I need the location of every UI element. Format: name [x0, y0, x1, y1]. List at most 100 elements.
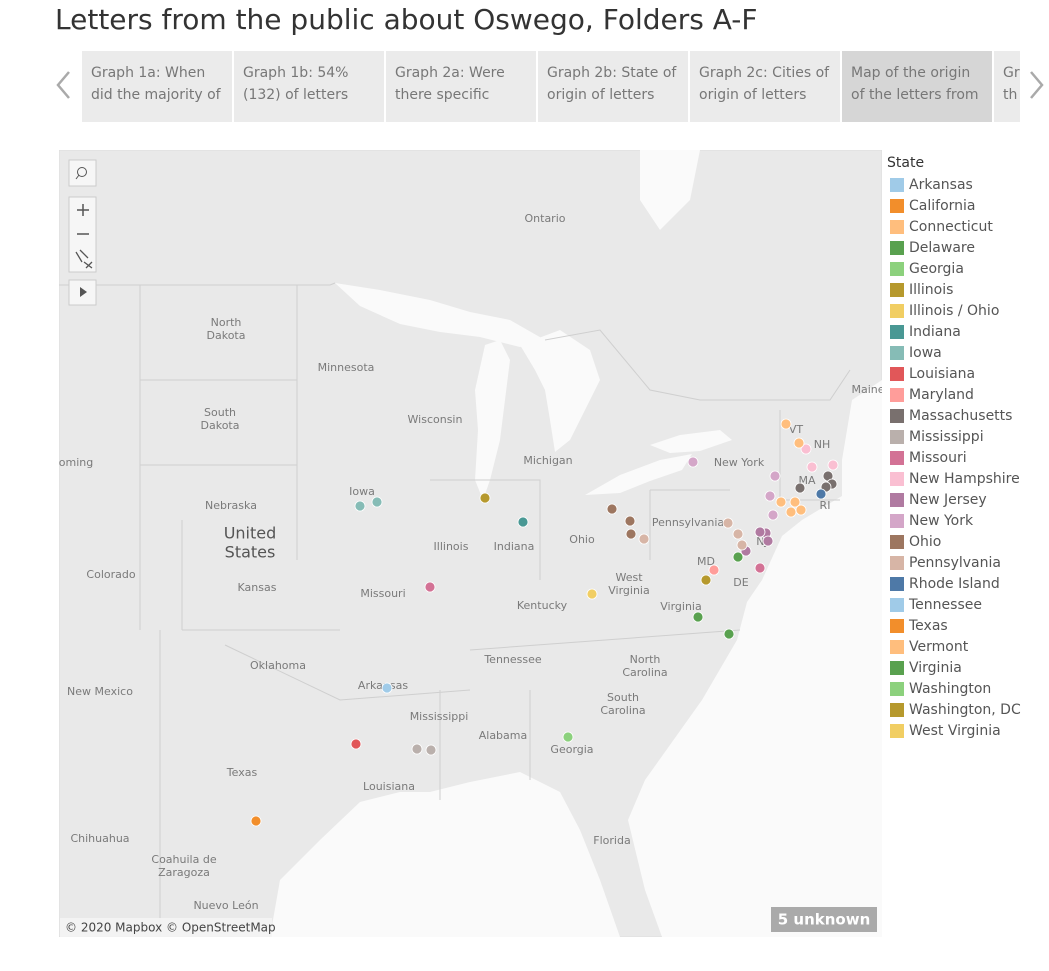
- letter-dot[interactable]: [586, 588, 598, 600]
- legend-label[interactable]: Washington: [909, 681, 991, 697]
- legend-swatch[interactable]: [890, 367, 904, 381]
- legend-label[interactable]: Delaware: [909, 240, 975, 256]
- letter-dot[interactable]: [625, 528, 637, 540]
- letter-dot[interactable]: [350, 738, 362, 750]
- zoom-in[interactable]: [77, 204, 89, 216]
- legend-swatch[interactable]: [890, 241, 904, 255]
- legend-swatch[interactable]: [890, 451, 904, 465]
- legend-label[interactable]: Connecticut: [909, 219, 993, 235]
- legend-label[interactable]: Georgia: [909, 261, 964, 277]
- letter-dot[interactable]: [754, 526, 766, 538]
- legend-swatch[interactable]: [890, 535, 904, 549]
- legend-label[interactable]: Massachusetts: [909, 408, 1012, 424]
- letter-dot[interactable]: [381, 682, 393, 694]
- legend-label[interactable]: Indiana: [909, 324, 961, 340]
- legend-swatch[interactable]: [890, 640, 904, 654]
- tab[interactable]: [234, 51, 384, 122]
- letter-dot[interactable]: [767, 509, 779, 521]
- legend-label[interactable]: New Hampshire: [909, 471, 1020, 487]
- legend-label[interactable]: New Jersey: [909, 492, 987, 508]
- legend-label[interactable]: Iowa: [909, 345, 942, 361]
- letter-dot[interactable]: [638, 533, 650, 545]
- legend-label[interactable]: Ohio: [909, 534, 941, 550]
- legend-swatch[interactable]: [890, 325, 904, 339]
- legend-label[interactable]: Illinois: [909, 282, 953, 298]
- letter-dot[interactable]: [827, 459, 839, 471]
- legend-swatch[interactable]: [890, 577, 904, 591]
- legend-swatch[interactable]: [890, 430, 904, 444]
- legend-swatch[interactable]: [890, 304, 904, 318]
- letter-dot[interactable]: [250, 815, 262, 827]
- letter-dot[interactable]: [795, 504, 807, 516]
- letter-dot[interactable]: [762, 535, 774, 547]
- legend-label[interactable]: Arkansas: [909, 177, 973, 193]
- letter-dot[interactable]: [732, 551, 744, 563]
- legend-swatch[interactable]: [890, 388, 904, 402]
- legend-label[interactable]: Washington, DC: [909, 702, 1021, 718]
- legend-label[interactable]: Maryland: [909, 387, 974, 403]
- legend-label[interactable]: Virginia: [909, 660, 962, 676]
- legend-swatch[interactable]: [890, 178, 904, 192]
- tab[interactable]: [994, 51, 1049, 122]
- letter-dot[interactable]: [606, 503, 618, 515]
- legend-label[interactable]: Tennessee: [908, 597, 982, 613]
- legend-swatch[interactable]: [890, 661, 904, 675]
- letter-dot[interactable]: [732, 528, 744, 540]
- tab[interactable]: [82, 51, 232, 122]
- legend-swatch[interactable]: [890, 262, 904, 276]
- letter-dot[interactable]: [687, 456, 699, 468]
- letter-dot[interactable]: [789, 496, 801, 508]
- letter-dot[interactable]: [624, 515, 636, 527]
- legend-swatch[interactable]: [890, 472, 904, 486]
- letter-dot[interactable]: [780, 418, 792, 430]
- letter-dot[interactable]: [517, 516, 529, 528]
- letter-dot[interactable]: [769, 470, 781, 482]
- legend-swatch[interactable]: [890, 619, 904, 633]
- next-arrow[interactable]: [1030, 71, 1044, 99]
- legend-label[interactable]: Pennsylvania: [909, 555, 1001, 571]
- letter-dot[interactable]: [424, 581, 436, 593]
- legend-swatch[interactable]: [890, 682, 904, 696]
- legend-label[interactable]: Illinois / Ohio: [909, 303, 999, 319]
- letter-dot[interactable]: [425, 744, 437, 756]
- legend-swatch[interactable]: [890, 283, 904, 297]
- legend-swatch[interactable]: [890, 724, 904, 738]
- letter-dot[interactable]: [806, 461, 818, 473]
- legend-label[interactable]: Vermont: [909, 639, 969, 655]
- legend-swatch[interactable]: [890, 346, 904, 360]
- tab[interactable]: [690, 51, 840, 122]
- letter-dot[interactable]: [794, 482, 806, 494]
- legend-swatch[interactable]: [890, 703, 904, 717]
- legend-label[interactable]: West Virginia: [909, 723, 1001, 739]
- letter-dot[interactable]: [479, 492, 491, 504]
- legend-swatch[interactable]: [890, 220, 904, 234]
- tab[interactable]: [386, 51, 536, 122]
- prev-arrow[interactable]: [56, 71, 70, 99]
- legend-label[interactable]: Texas: [908, 618, 948, 634]
- letter-dot[interactable]: [371, 496, 383, 508]
- letter-dot[interactable]: [754, 562, 766, 574]
- legend-label[interactable]: Missouri: [909, 450, 967, 466]
- legend-swatch[interactable]: [890, 409, 904, 423]
- letter-dot[interactable]: [411, 743, 423, 755]
- legend-swatch[interactable]: [890, 199, 904, 213]
- letter-dot[interactable]: [722, 517, 734, 529]
- letter-dot[interactable]: [775, 496, 787, 508]
- letter-dot[interactable]: [692, 611, 704, 623]
- letter-dot[interactable]: [800, 443, 812, 455]
- letter-dot[interactable]: [764, 490, 776, 502]
- letter-dot[interactable]: [700, 574, 712, 586]
- reset-pin[interactable]: [75, 249, 93, 269]
- search-button[interactable]: [68, 159, 97, 187]
- letter-dot[interactable]: [562, 731, 574, 743]
- legend-label[interactable]: Mississippi: [909, 429, 984, 445]
- letter-dot[interactable]: [785, 506, 797, 518]
- unknown-badge[interactable]: [771, 907, 877, 932]
- tab[interactable]: [842, 51, 992, 122]
- legend-swatch[interactable]: [890, 556, 904, 570]
- letter-dot[interactable]: [723, 628, 735, 640]
- tab[interactable]: [538, 51, 688, 122]
- legend-label[interactable]: California: [909, 198, 975, 214]
- legend-label[interactable]: New York: [909, 513, 974, 529]
- letter-dot[interactable]: [354, 500, 366, 512]
